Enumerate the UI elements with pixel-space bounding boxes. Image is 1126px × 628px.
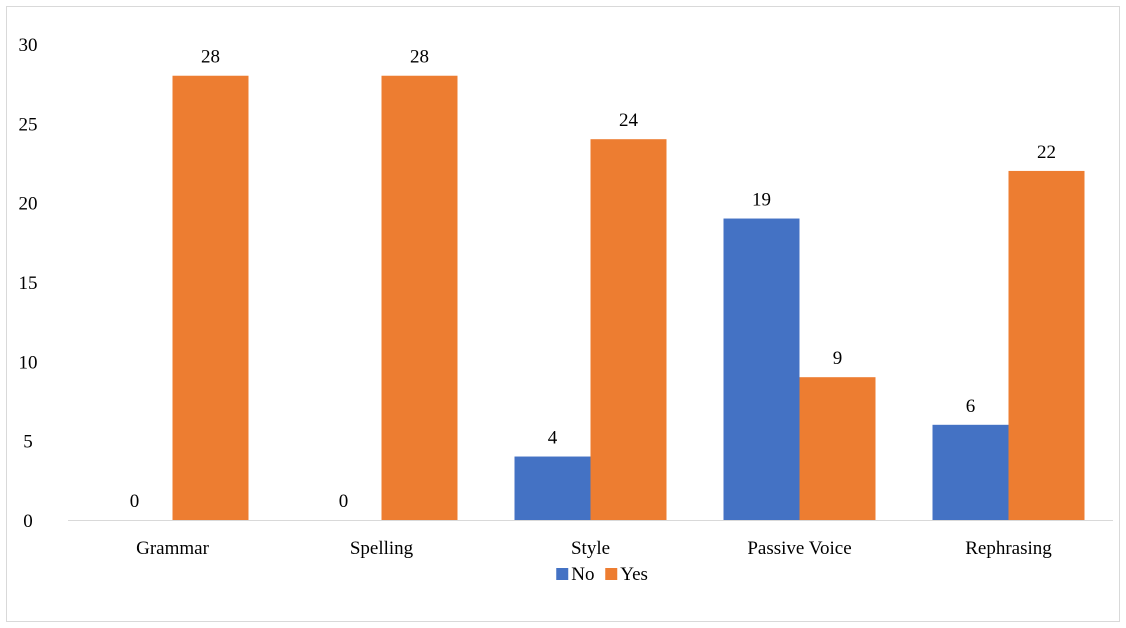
y-tick-label: 15 xyxy=(19,273,38,294)
data-label-no: 19 xyxy=(752,190,771,211)
data-label-yes: 9 xyxy=(833,348,843,369)
bars xyxy=(172,75,1085,521)
y-axis-ticks: 0 5 10 15 20 25 30 xyxy=(19,35,38,532)
x-category-label: Grammar xyxy=(136,538,209,559)
x-category-label: Style xyxy=(571,538,610,559)
data-label-yes: 28 xyxy=(410,47,429,68)
bar-yes xyxy=(381,75,458,520)
bar-no xyxy=(932,424,1009,520)
x-category-label: Rephrasing xyxy=(965,538,1052,559)
legend-label-yes: Yes xyxy=(620,564,648,585)
legend-swatch-no xyxy=(556,568,569,580)
bar-yes xyxy=(172,75,249,520)
y-tick-label: 25 xyxy=(19,114,38,135)
legend-label-no: No xyxy=(571,564,594,585)
x-category-label: Passive Voice xyxy=(747,538,851,559)
bar-no xyxy=(723,218,800,521)
data-label-yes: 24 xyxy=(619,110,639,131)
y-tick-label: 10 xyxy=(19,352,38,373)
legend-swatch-yes xyxy=(605,568,618,580)
legend: No Yes xyxy=(556,564,648,585)
data-label-no: 0 xyxy=(130,491,140,512)
data-label-no: 4 xyxy=(548,428,558,449)
data-label-yes: 28 xyxy=(201,47,220,68)
bar-yes xyxy=(590,139,667,520)
x-category-label: Spelling xyxy=(350,538,414,559)
bar-yes xyxy=(1008,170,1085,520)
y-tick-label: 30 xyxy=(19,35,38,56)
y-tick-label: 20 xyxy=(19,194,38,215)
data-label-no: 6 xyxy=(966,396,976,417)
data-label-no: 0 xyxy=(339,491,349,512)
x-axis-categories: Grammar Spelling Style Passive Voice Rephras… xyxy=(136,538,1052,559)
bar-no xyxy=(514,456,591,520)
data-label-yes: 22 xyxy=(1037,142,1056,163)
bar-yes xyxy=(799,377,876,520)
y-tick-label: 5 xyxy=(23,432,33,453)
data-labels: 0 28 0 28 4 24 19 9 6 22 xyxy=(130,47,1056,512)
y-tick-label: 0 xyxy=(23,511,33,532)
